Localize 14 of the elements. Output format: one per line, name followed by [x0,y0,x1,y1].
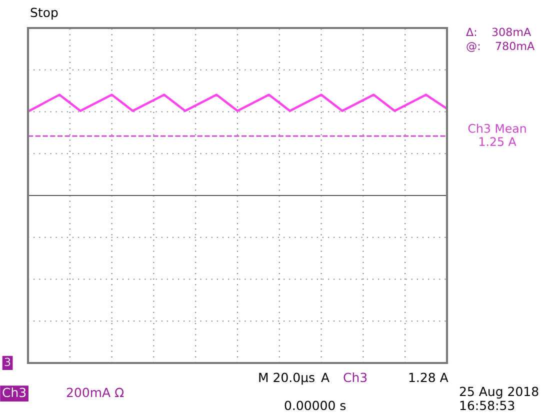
text: 25 Aug 2018 [460,386,538,399]
text: Δ: 308mA [466,28,532,36]
text: 1.28 A [409,372,448,382]
text: @: 780mA [466,42,535,52]
text: A [321,372,330,382]
text: 0.00000 s [284,400,346,410]
text: Stop [30,8,58,20]
text: 16:58:53 [460,400,514,410]
ref-line-label: Ch3 Mean 1.25 A [468,124,526,146]
text: 3 [4,358,10,366]
text: Ch3 [2,388,26,398]
text: 200mA Ω [66,388,124,398]
text: Ch3 [344,372,367,382]
text: M 20.0µs [259,372,314,385]
